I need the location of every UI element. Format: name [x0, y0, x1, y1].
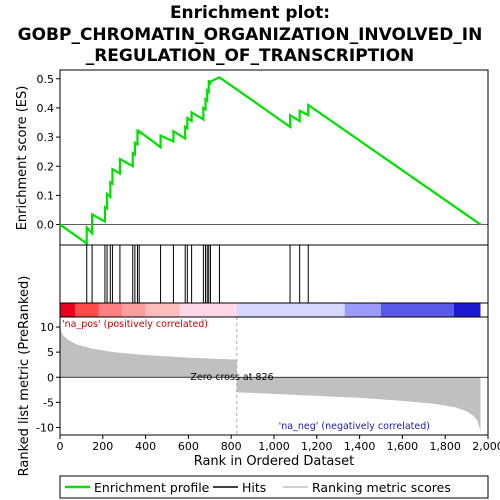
x-tick-label: 600: [178, 440, 199, 453]
hits-panel-frame: [59, 244, 489, 304]
es-y-tick-label: 0.4: [37, 102, 55, 115]
es-y-tick-label: 0.3: [37, 131, 55, 144]
color-bar-segment: [344, 303, 381, 317]
es-panel-frame: [59, 69, 489, 246]
metric-panel: -10 -5 0 5 10 'na_pos' (positively correlate…: [17, 276, 489, 477]
x-tick-label: 400: [135, 440, 156, 453]
legend-label-enrichment-profile: Enrichment profile: [94, 480, 210, 495]
es-y-tick-label: 0.5: [37, 73, 55, 86]
legend-frame: [59, 475, 489, 499]
title-line-2: GOBP_CHROMATIN_ORGANIZATION_INVOLVED_IN: [18, 25, 483, 45]
hits-lines: [86, 245, 309, 303]
es-y-axis-title: Enrichment score (ES): [15, 86, 30, 231]
x-tick-label: 1,200: [301, 440, 333, 453]
metric-y-tick-label: 0: [47, 371, 54, 384]
x-tick-label: 1,600: [387, 440, 419, 453]
es-y-tick-label: 0.2: [37, 160, 55, 173]
positive-correlation-label: 'na_pos' (positively correlated): [62, 319, 208, 330]
color-bar-segment: [74, 303, 99, 317]
color-bar-segment: [145, 303, 180, 317]
x-tick-label: 1,000: [258, 440, 290, 453]
negative-correlation-label: 'na_neg' (negatively correlated): [279, 421, 430, 432]
color-bar-segment: [122, 303, 146, 317]
x-tick-label: 800: [221, 440, 242, 453]
x-tick-label: 200: [92, 440, 113, 453]
ranking-color-bar: [59, 302, 489, 318]
metric-y-tick-label: 5: [47, 346, 54, 359]
es-y-ticks: 0.0 0.1 0.2 0.3 0.4 0.5: [37, 73, 60, 232]
x-tick-label: 0: [57, 440, 64, 453]
x-tick-label: 2,000: [472, 440, 500, 453]
color-bar-segment: [381, 303, 454, 317]
es-panel: 0.0 0.1 0.2 0.3 0.4 0.5 Enrichment score (ES): [15, 69, 489, 246]
color-bar-segment: [236, 303, 345, 317]
color-bar-segment: [179, 303, 237, 317]
x-axis-title: Rank in Ordered Dataset: [194, 454, 355, 469]
enrichment-profile-line: [59, 76, 482, 246]
metric-y-axis-title: Ranked list metric (PreRanked): [17, 276, 32, 477]
x-tick-label: 1,800: [429, 440, 461, 453]
legend-label-hits: Hits: [242, 480, 266, 495]
color-bar-segment: [453, 303, 481, 317]
metric-y-ticks: -10 -5 0 5 10: [36, 321, 60, 434]
legend-label-ranking-metric: Ranking metric scores: [312, 480, 451, 495]
metric-y-tick-label: 10: [40, 321, 54, 334]
color-bar-segment: [98, 303, 123, 317]
legend: Enrichment profile Hits Ranking metric s…: [59, 475, 489, 499]
metric-y-tick-label: -10: [36, 421, 54, 434]
title-line-3: _REGULATION_OF_TRANSCRIPTION: [86, 46, 415, 66]
x-axis: 0 200 400 600 800 1,000 1,200 1,400 1,600 1,800 2,…: [57, 435, 500, 453]
es-y-tick-label: 0.1: [37, 189, 55, 202]
color-bar-segment: [60, 303, 75, 317]
hits-panel: [59, 244, 489, 304]
metric-y-tick-label: -5: [43, 396, 54, 409]
zero-cross-label: Zero cross at 826: [190, 372, 273, 383]
es-y-tick-label: 0.0: [37, 219, 55, 232]
title-line-1: Enrichment plot:: [170, 3, 330, 23]
x-tick-label: 1,400: [344, 440, 376, 453]
